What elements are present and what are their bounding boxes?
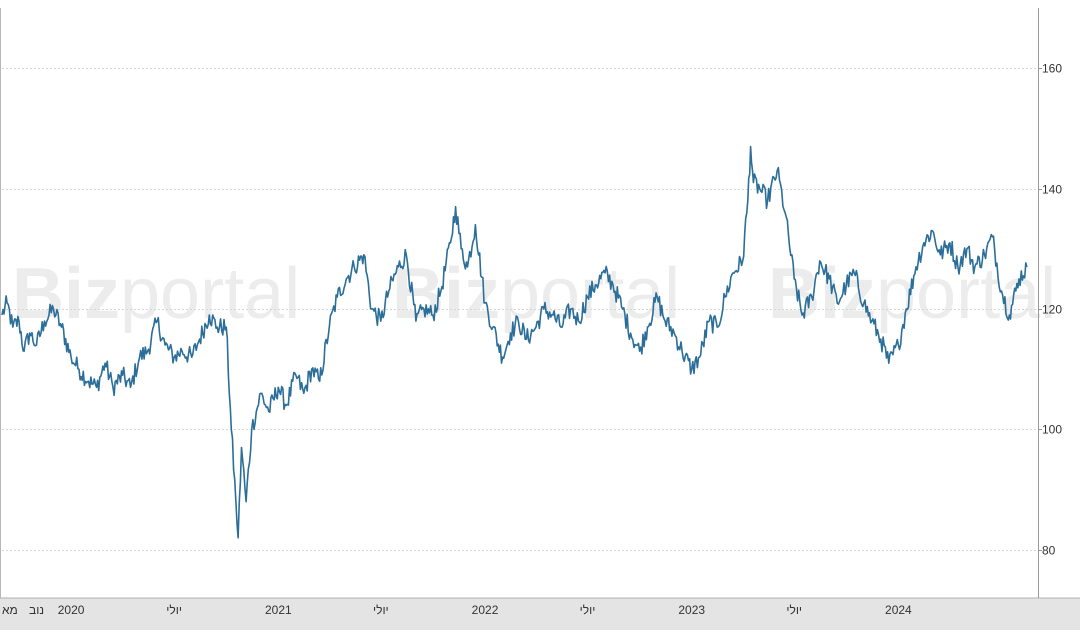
x-tick-label-8: 2023 [678, 603, 705, 617]
y-tick-label-160: 160 [1042, 62, 1062, 76]
x-tick-label-6: 2022 [472, 603, 499, 617]
x-tick-label-1: נוב [29, 603, 44, 617]
y-tick-label-120: 120 [1042, 303, 1062, 317]
y-tick-label-100: 100 [1042, 423, 1062, 437]
series-line-0 [1, 145, 1028, 539]
series-layer [1, 145, 1028, 539]
watermark-2: Bizportal [392, 254, 680, 334]
x-tick-label-10: 2024 [885, 603, 912, 617]
x-tick-label-4: 2021 [265, 603, 292, 617]
y-axis: 80 100 120 140 160 [1038, 62, 1062, 558]
x-tick-label-5: יולי [373, 603, 389, 617]
x-tick-label-7: יולי [580, 603, 596, 617]
x-tick-label-3: יולי [166, 603, 182, 617]
y-tick-label-140: 140 [1042, 183, 1062, 197]
x-axis-band [0, 598, 1080, 630]
gridlines [2, 68, 1038, 551]
x-tick-label-0: מא [2, 603, 18, 617]
x-tick-label-9: יולי [786, 603, 802, 617]
y-tick-label-80: 80 [1042, 544, 1056, 558]
x-tick-label-2: 2020 [58, 603, 85, 617]
watermark-group: Bizportal Bizportal Bizportal [12, 254, 1056, 334]
x-axis: מא נוב 2020 יולי 2021 יולי 2022 יולי 2023 יולי 202… [2, 603, 912, 617]
